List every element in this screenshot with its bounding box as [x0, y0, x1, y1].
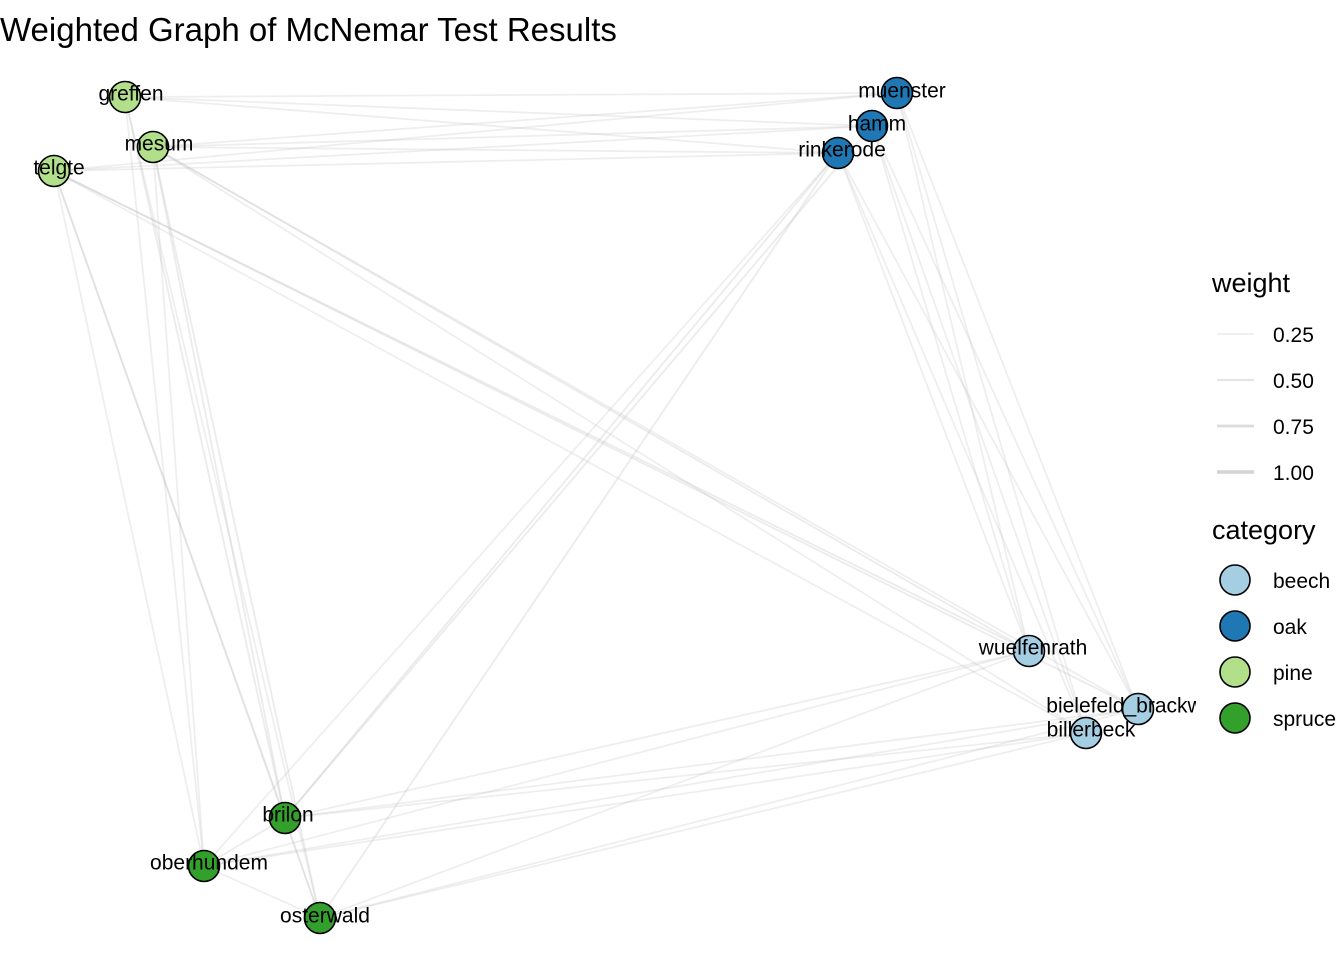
labels-layer: greffen mesum telgte muenster hamm rinkerode w… [33, 80, 1237, 928]
category-legend-title: category [1212, 515, 1316, 545]
edge-rinkerode-oberhundem [203, 152, 839, 867]
node-brilon[interactable] [268, 801, 302, 835]
edge-hamm-bielefeld_brackwede [871, 125, 1139, 710]
edge-oberhundem-bielefeld_brackwede [203, 708, 1139, 867]
node-label-brilon: brilon [262, 804, 313, 827]
category-legend: category beech oak pine spruce [1212, 515, 1336, 734]
category-legend-label-pine: pine [1273, 662, 1313, 685]
edge-greffen-osterwald [124, 96, 321, 919]
edge-osterwald-bielefeld_brackwede [319, 708, 1139, 919]
node-label-oberhundem: oberhundem [150, 852, 268, 875]
node-greffen[interactable] [108, 80, 142, 114]
weight-legend: weight 0.25 0.50 0.75 1.00 [1211, 268, 1314, 485]
node-label-mesum: mesum [125, 133, 194, 156]
edge-telgte-muenster [53, 92, 898, 172]
edge-osterwald-wuelfenrath [319, 650, 1030, 919]
edge-hamm-billerbeck [871, 125, 1087, 734]
edge-brilon-osterwald [284, 817, 321, 919]
edge-rinkerode-billerbeck [837, 152, 1087, 734]
node-label-osterwald: osterwald [280, 905, 370, 928]
node-label-bielefeld_brackwede: bielefeld_brackwede [1046, 695, 1237, 718]
edge-muenster-billerbeck [896, 92, 1087, 734]
category-legend-key-beech [1219, 564, 1251, 596]
node-rinkerode[interactable] [821, 136, 855, 170]
edge-telgte-osterwald [53, 170, 321, 919]
edge-rinkerode-wuelfenrath [837, 152, 1030, 652]
weight-legend-label-1: 0.50 [1273, 370, 1314, 393]
node-wuelfenrath[interactable] [1012, 634, 1046, 668]
category-legend-label-spruce: spruce [1273, 708, 1336, 731]
edge-mesum-hamm [152, 125, 873, 148]
edge-telgte-wuelfenrath [53, 170, 1030, 652]
weight-legend-label-2: 0.75 [1273, 416, 1314, 439]
node-label-muenster: muenster [858, 80, 946, 103]
edge-mesum-oberhundem [152, 146, 205, 867]
edge-oberhundem-wuelfenrath [203, 650, 1030, 867]
node-label-telgte: telgte [33, 157, 84, 180]
edge-osterwald-billerbeck [319, 732, 1087, 919]
edge-mesum-muenster [152, 92, 898, 148]
edge-mesum-bielefeld_brackwede [152, 146, 1139, 710]
node-label-wuelfenrath: wuelfenrath [978, 637, 1088, 660]
edge-telgte-rinkerode [53, 152, 839, 172]
edges-layer [53, 92, 1139, 919]
node-osterwald[interactable] [303, 901, 337, 935]
node-label-billerbeck: billerbeck [1047, 719, 1136, 742]
edge-telgte-bielefeld_brackwede [53, 170, 1139, 710]
edge-hamm-brilon [284, 125, 873, 819]
edge-rinkerode-brilon [284, 152, 839, 819]
category-legend-label-oak: oak [1273, 616, 1307, 639]
edge-hamm-wuelfenrath [871, 125, 1030, 652]
node-mesum[interactable] [136, 130, 170, 164]
edge-telgte-brilon [53, 170, 286, 819]
edge-telgte-billerbeck [53, 170, 1087, 734]
edge-telgte-oberhundem [53, 170, 205, 867]
category-legend-label-beech: beech [1273, 570, 1330, 593]
node-oberhundem[interactable] [187, 849, 221, 883]
weight-legend-title: weight [1211, 268, 1291, 298]
weight-legend-label-3: 1.00 [1273, 462, 1314, 485]
edge-brilon-billerbeck [284, 732, 1087, 819]
edge-greffen-oberhundem [124, 96, 205, 867]
edge-mesum-rinkerode [152, 146, 839, 154]
node-bielefeld_brackwede[interactable] [1121, 692, 1155, 726]
edge-greffen-brilon [124, 96, 286, 819]
weight-legend-label-0: 0.25 [1273, 324, 1314, 347]
edge-mesum-billerbeck [152, 146, 1087, 734]
edge-rinkerode-osterwald [319, 152, 839, 919]
category-legend-key-pine [1219, 656, 1251, 688]
edge-telgte-hamm [53, 125, 873, 172]
edge-oberhundem-billerbeck [203, 732, 1087, 867]
node-label-hamm: hamm [848, 113, 906, 136]
edge-brilon-wuelfenrath [284, 650, 1030, 819]
edge-muenster-bielefeld_brackwede [896, 92, 1139, 710]
edge-mesum-wuelfenrath [152, 146, 1030, 652]
edge-muenster-wuelfenrath [896, 92, 1030, 652]
graph-title: Weighted Graph of McNemar Test Results [0, 11, 617, 48]
edge-rinkerode-bielefeld_brackwede [837, 152, 1139, 710]
node-label-greffen: greffen [99, 83, 164, 106]
edge-mesum-osterwald [152, 146, 321, 919]
nodes-layer [37, 76, 1155, 935]
edge-oberhundem-osterwald [203, 865, 321, 919]
edge-mesum-brilon [152, 146, 286, 819]
node-muenster[interactable] [880, 76, 914, 110]
category-legend-key-oak [1219, 610, 1251, 642]
node-label-rinkerode: rinkerode [798, 139, 886, 162]
node-telgte[interactable] [37, 154, 71, 188]
edge-brilon-bielefeld_brackwede [284, 708, 1139, 819]
category-legend-key-spruce [1219, 702, 1251, 734]
node-billerbeck[interactable] [1069, 716, 1103, 750]
edge-greffen-muenster [124, 92, 898, 98]
edge-greffen-hamm [124, 96, 873, 127]
node-hamm[interactable] [855, 109, 889, 143]
edge-greffen-rinkerode [124, 96, 839, 154]
